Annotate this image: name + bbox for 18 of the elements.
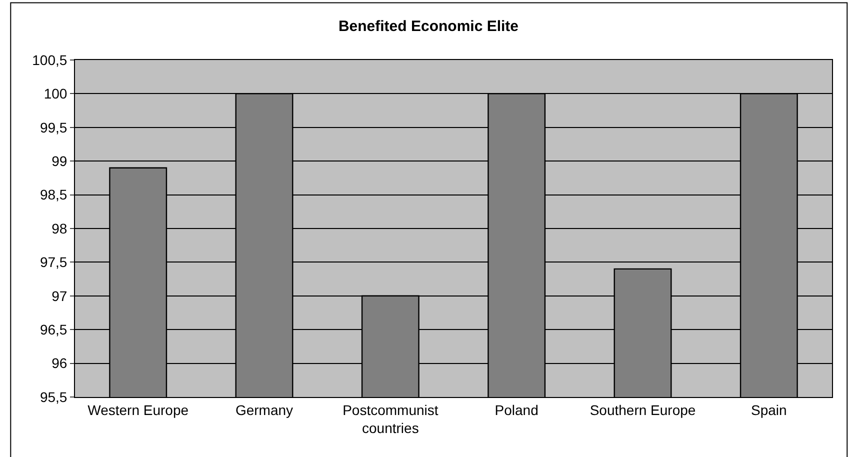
y-tick-label: 97,5	[40, 254, 68, 270]
y-tick-label: 99	[52, 153, 68, 169]
x-tick-label: Poland	[494, 402, 538, 418]
y-tick-label: 100,5	[32, 52, 68, 68]
y-tick-label: 98,5	[40, 186, 68, 203]
y-tick-label: 99,5	[40, 119, 68, 136]
chart-title: Benefited Economic Elite	[338, 18, 519, 36]
y-tick-label: 96	[52, 355, 68, 372]
x-tick-label: Postcommunist countries	[342, 402, 438, 436]
y-tick-label: 100	[44, 86, 68, 102]
y-tick-label: 97	[52, 288, 68, 304]
x-tick-label: Spain	[751, 402, 787, 418]
x-tick-label: Southern Europe	[590, 402, 696, 418]
y-tick-label: 96,5	[40, 322, 68, 338]
y-tick-label: 98	[52, 220, 68, 236]
x-tick-label: Western Europe	[88, 402, 189, 418]
y-tick-label: 95,5	[40, 388, 68, 405]
x-tick-label: Germany	[235, 402, 294, 418]
